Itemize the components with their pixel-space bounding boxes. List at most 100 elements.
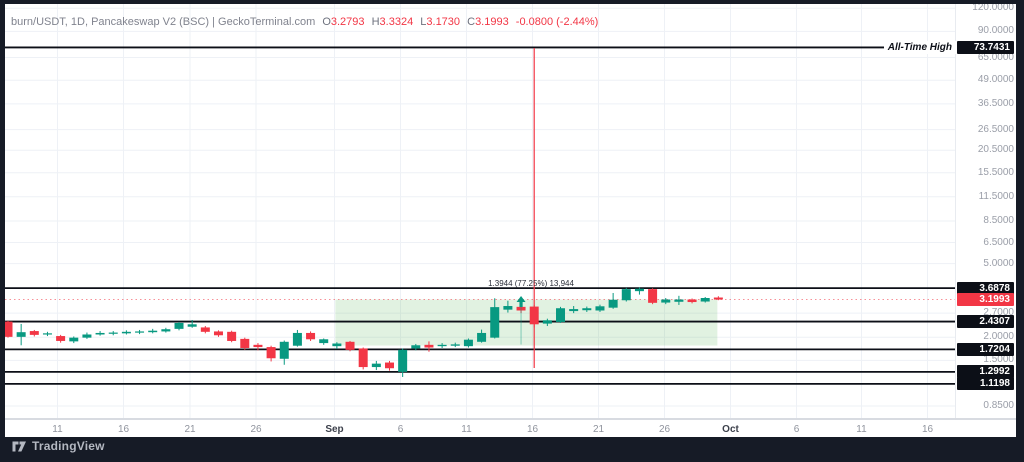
- candle-body: [187, 324, 197, 327]
- time-tick-label: 16: [526, 424, 539, 435]
- time-tick-label: 16: [117, 424, 130, 435]
- candle-body: [608, 299, 618, 308]
- price-tick-label: 11.5000: [978, 190, 1014, 202]
- time-axis[interactable]: 11 16 21 26 Sep 6 11 16 21 26 Oct 6 11 16: [5, 418, 1016, 437]
- candle-body: [542, 320, 552, 324]
- low-value: 3.1730: [426, 16, 461, 28]
- measurement-label: 1.3944 (77.25%) 13,944: [488, 279, 574, 288]
- candle-body: [5, 321, 13, 337]
- price-level-badge: 2.4307: [957, 315, 1014, 329]
- candle-body: [345, 341, 355, 350]
- candle-body: [371, 363, 381, 368]
- price-level-badge: 1.1198: [957, 377, 1014, 391]
- candle-body: [148, 330, 158, 333]
- candle-body: [411, 345, 421, 349]
- candle-body: [648, 289, 658, 303]
- candle-body: [595, 306, 605, 311]
- price-chart-canvas[interactable]: [5, 4, 955, 418]
- candle-body: [306, 332, 316, 340]
- tradingview-brand-text: TradingView: [32, 439, 105, 453]
- price-tick-label: 1.5000: [983, 354, 1014, 366]
- open-label: O: [322, 16, 331, 28]
- time-tick-label: Oct: [722, 424, 739, 435]
- close-label: C: [467, 16, 476, 28]
- candle-body: [490, 307, 500, 338]
- candle-body: [240, 338, 250, 348]
- candle-body: [621, 289, 631, 301]
- chart-legend[interactable]: burn/USDT, 1D, Pancakeswap V2 (BSC) | Ge…: [11, 16, 602, 28]
- price-level-badge: 73.7431: [957, 40, 1014, 54]
- chart-widget: burn/USDT, 1D, Pancakeswap V2 (BSC) | Ge…: [5, 4, 1016, 437]
- candle-body: [582, 308, 592, 311]
- candle-body: [674, 299, 684, 302]
- time-tick-label: 26: [658, 424, 671, 435]
- candle-body: [556, 308, 566, 322]
- candle-body: [569, 309, 579, 312]
- candle-body: [503, 306, 513, 310]
- arrow-up-marker: [516, 296, 526, 307]
- candle-body: [108, 332, 118, 334]
- candle-body: [516, 306, 526, 311]
- candle-body: [42, 333, 52, 335]
- candle-body: [450, 344, 460, 346]
- tradingview-attribution[interactable]: TradingView: [12, 439, 105, 453]
- price-tick-label: 2.0000: [983, 331, 1014, 343]
- all-time-high-label: All-Time High: [883, 41, 956, 54]
- candle-body: [82, 334, 92, 338]
- open-value: 3.2793: [330, 16, 365, 28]
- candle-body: [56, 336, 66, 341]
- candle-body: [227, 331, 237, 341]
- candle-body: [253, 344, 263, 348]
- time-tick-label: Sep: [325, 424, 344, 435]
- candle-body: [121, 331, 131, 334]
- price-level-badge: 3.6878: [957, 281, 1014, 295]
- current-price-badge: 3.1993: [957, 293, 1014, 306]
- high-label: H: [371, 16, 380, 28]
- time-tick-label: 11: [52, 424, 63, 435]
- price-tick-label: 15.5000: [977, 166, 1014, 178]
- candle-body: [16, 332, 26, 337]
- candle-body: [161, 329, 171, 332]
- price-tick-label: 2.7000: [983, 307, 1014, 319]
- candle-body: [661, 299, 671, 303]
- candle-body: [319, 339, 329, 344]
- candle-body: [29, 331, 39, 335]
- tradingview-logo-icon: [12, 441, 26, 451]
- time-tick-label: 26: [250, 424, 262, 435]
- price-tick-label: 65.0000: [977, 51, 1014, 63]
- price-tick-label: 6.5000: [983, 236, 1014, 248]
- candle-body: [634, 288, 644, 292]
- price-tick-label: 90.0000: [977, 25, 1014, 37]
- price-tick-label: 120.0000: [972, 4, 1014, 14]
- time-tick-label: 11: [461, 424, 472, 435]
- candle-body: [69, 337, 79, 342]
- time-tick-label: 11: [856, 424, 867, 435]
- price-tick-label: 26.5000: [977, 123, 1014, 135]
- candle-body: [398, 349, 408, 372]
- time-tick-label: 21: [184, 424, 196, 435]
- close-value: 3.1993: [475, 16, 509, 28]
- price-tick-label: 0.8500: [983, 400, 1014, 411]
- candle-body: [174, 322, 184, 329]
- price-axis[interactable]: 120.0000 90.0000 65.0000 49.0000 36.5000 26.5…: [955, 4, 1016, 418]
- candle-body: [266, 347, 276, 359]
- change-value: -0.0800 (-2.44%): [515, 16, 599, 28]
- candle-body: [332, 343, 342, 347]
- price-tick-label: 49.0000: [977, 74, 1014, 86]
- price-tick-label: 20.5000: [977, 144, 1014, 156]
- price-tick-label: 8.5000: [983, 215, 1014, 226]
- time-tick-label: 6: [397, 424, 404, 435]
- symbol-title: burn/USDT, 1D, Pancakeswap V2 (BSC) | Ge…: [11, 16, 316, 28]
- time-tick-label: 16: [921, 424, 934, 435]
- time-tick-label: 6: [793, 424, 800, 435]
- candle-body: [700, 297, 710, 302]
- candle-body: [713, 297, 723, 300]
- candle-body: [200, 327, 210, 332]
- low-label: L: [420, 16, 427, 28]
- candle-body: [213, 331, 223, 336]
- candle-body: [463, 339, 473, 347]
- candle-body: [279, 341, 289, 359]
- price-tick-label: 5.0000: [983, 257, 1014, 269]
- measurement-region: [335, 299, 718, 346]
- candle-body: [437, 344, 447, 347]
